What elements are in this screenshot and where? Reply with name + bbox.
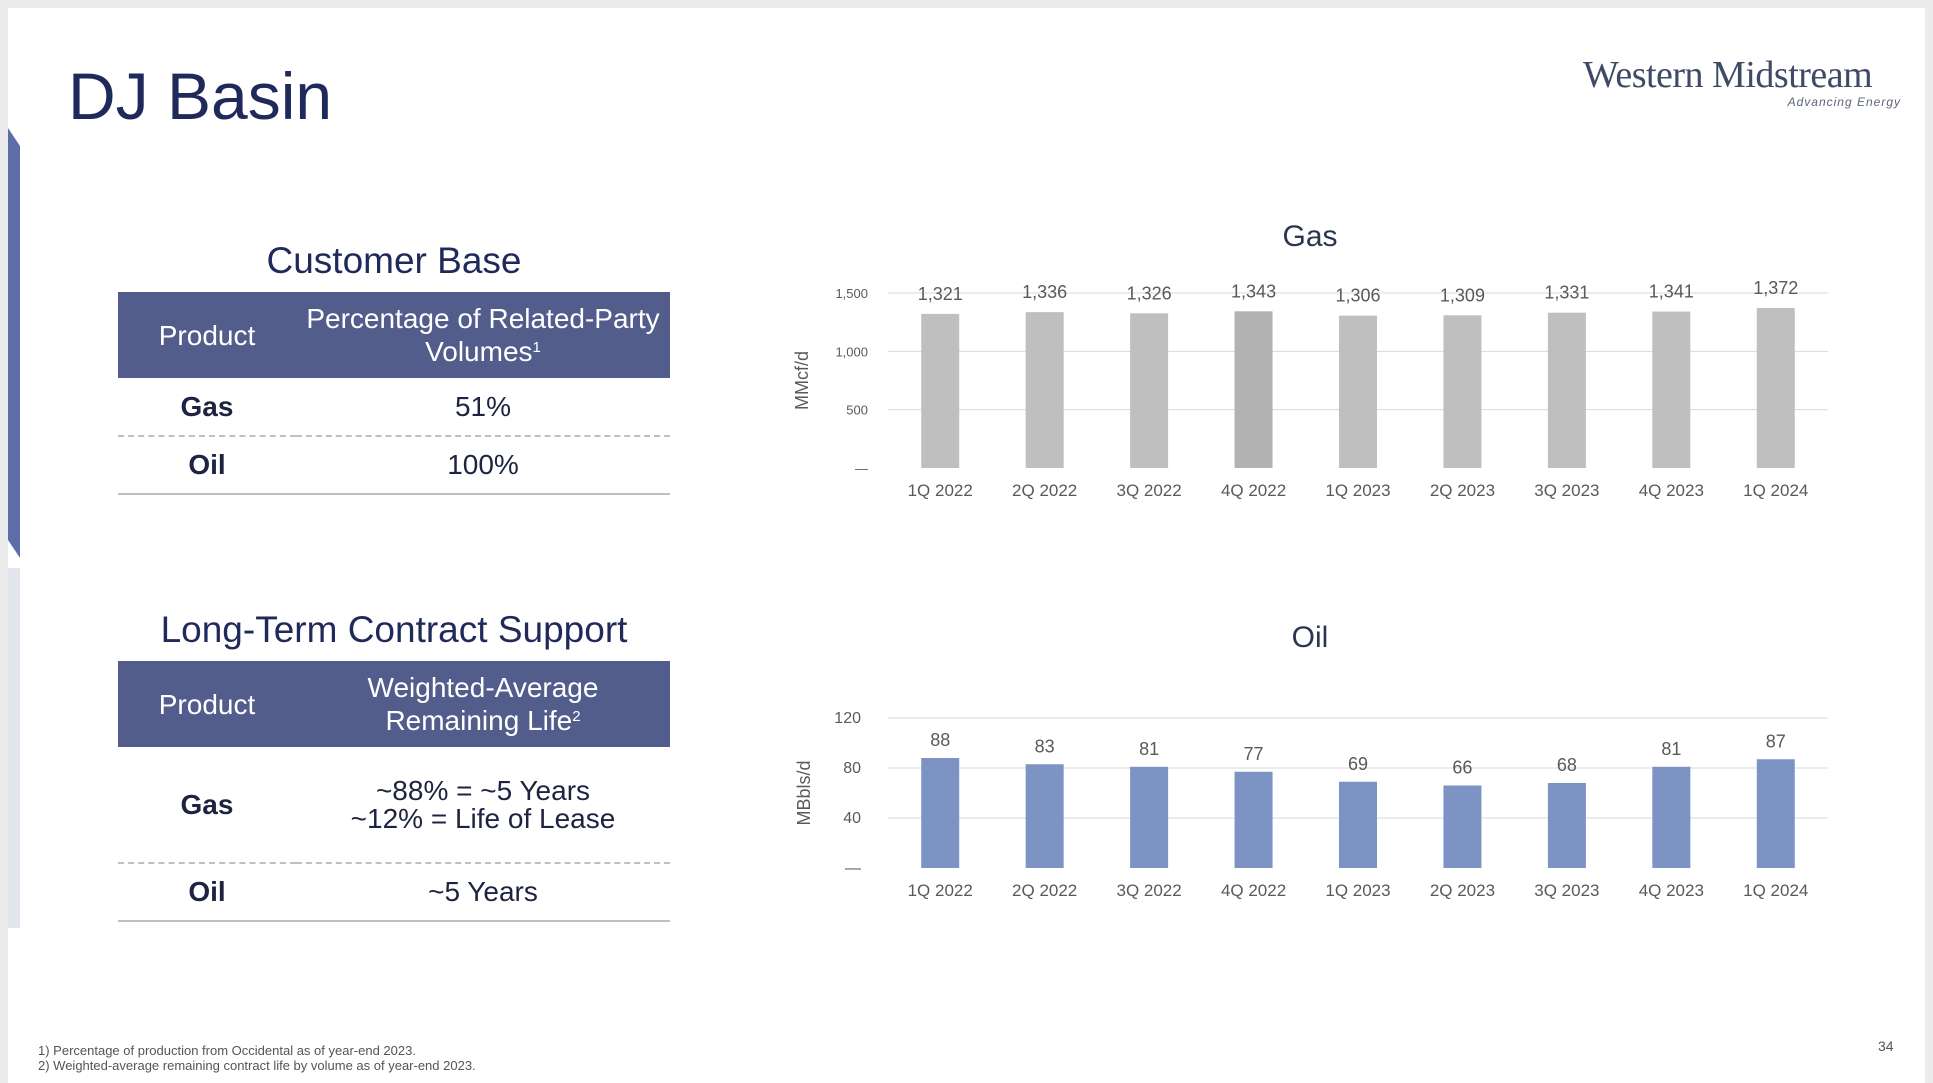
value-cell: 51%	[296, 378, 670, 437]
x-tick-label: 3Q 2023	[1534, 481, 1599, 500]
y-tick-label: —	[845, 860, 861, 877]
data-label: 1,343	[1231, 281, 1276, 301]
gas-chart-title: Gas	[1282, 220, 1338, 253]
data-label: 1,336	[1022, 282, 1067, 302]
x-tick-label: 3Q 2022	[1116, 881, 1181, 900]
value-cell: ~88% = ~5 Years ~12% = Life of Lease	[296, 747, 670, 864]
bar	[1547, 312, 1586, 468]
x-tick-label: 2Q 2022	[1012, 881, 1077, 900]
contract-support-table: Product Weighted-Average Remaining Life2…	[118, 661, 670, 922]
x-tick-label: 3Q 2022	[1116, 481, 1181, 500]
y-tick-label: 1,000	[835, 344, 868, 359]
page-title: DJ Basin	[68, 59, 333, 133]
bar	[1443, 315, 1482, 468]
data-label: 87	[1766, 731, 1786, 751]
slide: DJ Basin Western Midstream Advancing Ene…	[8, 8, 1925, 1083]
data-label: 81	[1139, 739, 1159, 759]
data-label: 1,341	[1649, 282, 1694, 302]
bar	[1756, 307, 1795, 468]
table-row: Oil 100%	[118, 436, 670, 495]
data-label: 88	[930, 730, 950, 750]
x-tick-label: 1Q 2022	[908, 881, 973, 900]
data-label: 1,326	[1127, 283, 1172, 303]
y-tick-label: 500	[846, 403, 868, 418]
bar	[1130, 766, 1169, 868]
data-label: 69	[1348, 754, 1368, 774]
bar	[1652, 311, 1691, 468]
footnote-2: 2) Weighted-average remaining contract l…	[38, 1058, 476, 1073]
data-label: 1,321	[918, 284, 963, 304]
oil-chart: — 40 80 120 MBbls/d 88 1Q 2022 83 2Q 2022 81 3Q 20…	[794, 710, 1828, 900]
product-cell: Oil	[118, 436, 296, 495]
logo-tagline: Advancing Energy	[1787, 95, 1901, 109]
logo-wordmark: Western Midstream	[1583, 54, 1873, 96]
x-tick-label: 1Q 2023	[1325, 881, 1390, 900]
bar	[1339, 781, 1377, 868]
data-label: 1,306	[1335, 286, 1380, 306]
data-label: 77	[1244, 744, 1264, 764]
data-label: 1,372	[1753, 278, 1798, 298]
product-cell: Gas	[118, 747, 296, 864]
table-header-percentage: Percentage of Related-Party Volumes1	[296, 292, 670, 378]
y-axis-label: MBbls/d	[794, 760, 814, 825]
value-cell: 100%	[296, 436, 670, 495]
x-tick-label: 1Q 2023	[1325, 481, 1390, 500]
x-tick-label: 1Q 2024	[1743, 881, 1808, 900]
data-label: 83	[1035, 736, 1055, 756]
data-label: 68	[1557, 755, 1577, 775]
data-label: 81	[1661, 739, 1681, 759]
value-cell: ~5 Years	[296, 863, 670, 922]
data-label: 66	[1452, 758, 1472, 778]
product-cell: Gas	[118, 378, 296, 437]
page-number: 34	[1878, 1038, 1894, 1054]
bar	[921, 758, 960, 868]
bar	[1130, 313, 1169, 468]
bar	[1234, 771, 1273, 868]
table-header-product: Product	[118, 292, 296, 378]
x-tick-label: 4Q 2023	[1639, 481, 1704, 500]
data-label: 1,331	[1544, 283, 1589, 303]
table-row: Gas ~88% = ~5 Years ~12% = Life of Lease	[118, 747, 670, 864]
bar	[921, 313, 960, 468]
gas-chart: — 500 1,000 1,500 MMcf/d 1,321 1Q 2022 1,336 2Q …	[792, 278, 1828, 500]
x-tick-label: 4Q 2022	[1221, 481, 1286, 500]
bar	[1652, 766, 1691, 868]
accent-bar	[8, 128, 20, 558]
customer-base-table: Product Percentage of Related-Party Volu…	[118, 292, 670, 495]
footnote-1: 1) Percentage of production from Occiden…	[38, 1043, 416, 1058]
bar	[1025, 312, 1064, 468]
table-row: Oil ~5 Years	[118, 863, 670, 922]
bar	[1339, 315, 1377, 468]
y-tick-label: 120	[834, 710, 861, 727]
y-axis-label: MMcf/d	[792, 351, 812, 410]
bar	[1756, 759, 1795, 868]
bar	[1025, 764, 1064, 868]
product-cell: Oil	[118, 863, 296, 922]
oil-chart-title: Oil	[1291, 621, 1329, 654]
contract-support-title: Long-Term Contract Support	[160, 609, 628, 650]
table-header-remaining-life: Weighted-Average Remaining Life2	[296, 661, 670, 747]
accent-bar-light	[8, 568, 20, 928]
x-tick-label: 1Q 2022	[908, 481, 973, 500]
x-tick-label: 2Q 2023	[1430, 481, 1495, 500]
bar	[1443, 785, 1482, 868]
company-logo: Western Midstream Advancing Energy	[1583, 53, 1903, 113]
data-label: 1,309	[1440, 285, 1485, 305]
y-tick-label: 80	[843, 760, 861, 777]
table-row: Gas 51%	[118, 378, 670, 437]
x-tick-label: 4Q 2022	[1221, 881, 1286, 900]
y-tick-label: 1,500	[835, 286, 868, 301]
footnotes: 1) Percentage of production from Occiden…	[38, 1043, 476, 1073]
y-tick-label: —	[855, 461, 868, 476]
customer-base-title: Customer Base	[266, 240, 522, 281]
x-tick-label: 3Q 2023	[1534, 881, 1599, 900]
x-tick-label: 4Q 2023	[1639, 881, 1704, 900]
bar	[1234, 311, 1273, 468]
table-header-product: Product	[118, 661, 296, 747]
x-tick-label: 2Q 2022	[1012, 481, 1077, 500]
x-tick-label: 2Q 2023	[1430, 881, 1495, 900]
y-tick-label: 40	[843, 810, 861, 827]
x-tick-label: 1Q 2024	[1743, 481, 1808, 500]
bar	[1547, 783, 1586, 868]
